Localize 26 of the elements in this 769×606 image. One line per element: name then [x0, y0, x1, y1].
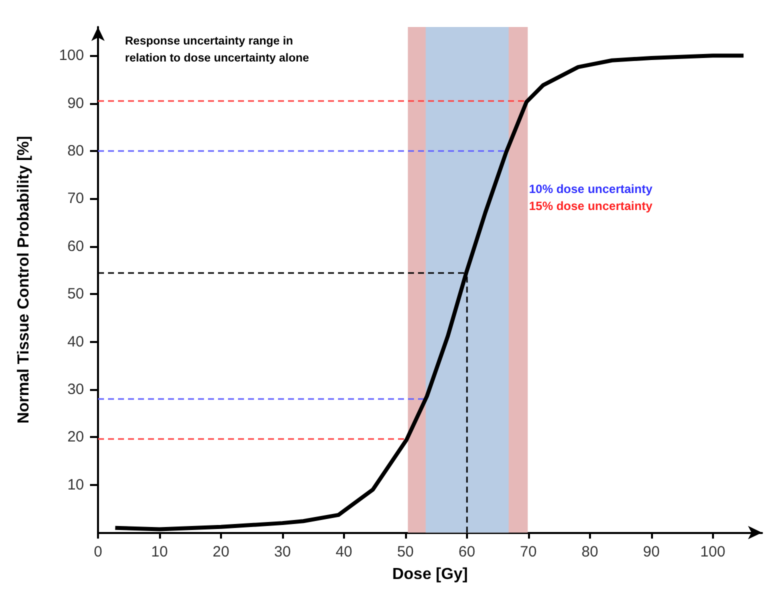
x-tick-label: 10	[151, 544, 168, 561]
y-axis-title: Normal Tissue Control Probability [%]	[16, 136, 32, 424]
x-tick-label: 40	[336, 544, 352, 561]
y-tick-label: 20	[67, 428, 84, 446]
band-label: 15% dose uncertainty	[529, 199, 653, 213]
y-tick-label: 100	[58, 47, 84, 64]
y-tick-label: 70	[67, 190, 84, 208]
x-tick-label: 50	[397, 544, 414, 561]
annotation: Response uncertainty range in relation to dose uncertainty alone	[125, 36, 310, 64]
x-tick-label: 0	[94, 544, 102, 561]
y-tick-label: 80	[67, 142, 84, 160]
x-tick-label: 90	[642, 544, 660, 561]
y-tick-label: 90	[67, 94, 84, 112]
y-tick-label: 30	[67, 381, 84, 398]
y-tick-label: 60	[67, 238, 84, 255]
x-tick-label: 30	[274, 544, 291, 561]
x-tick-label: 70	[520, 544, 537, 561]
x-tick-label: 100	[700, 544, 726, 561]
x-tick-label: 80	[582, 544, 598, 561]
x-axis-title: Dose [Gy]	[392, 566, 468, 584]
band-label: 10% dose uncertainty	[529, 182, 653, 196]
y-tick-label: 40	[67, 333, 84, 350]
x-tick-label: 20	[212, 544, 230, 561]
x-tick-label: 60	[458, 544, 476, 561]
y-tick-label: 10	[67, 476, 84, 494]
y-tick-label: 50	[67, 286, 84, 303]
